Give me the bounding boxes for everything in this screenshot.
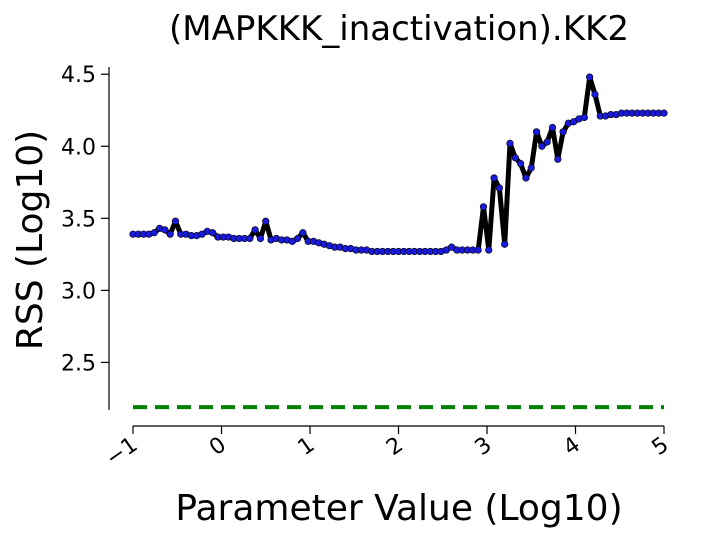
y-tick-label: 4.0 <box>61 135 96 160</box>
data-point <box>554 155 562 163</box>
data-point <box>262 217 270 225</box>
data-point <box>485 246 493 254</box>
data-point <box>586 73 594 81</box>
data-point <box>532 128 541 136</box>
data-point <box>660 109 668 117</box>
data-point <box>506 139 514 147</box>
y-ticks: 2.5 3.0 3.5 4.0 4.5 <box>61 63 109 376</box>
data-point <box>474 246 482 254</box>
data-point <box>299 229 307 237</box>
x-tick-label: 1 <box>294 432 320 461</box>
y-tick-label: 2.5 <box>61 351 96 376</box>
data-point <box>548 123 557 132</box>
data-point <box>161 226 169 234</box>
data-point <box>522 174 530 182</box>
data-point <box>171 217 180 225</box>
data-point <box>559 128 567 136</box>
data-point <box>251 226 259 234</box>
series-line <box>133 74 664 254</box>
data-point <box>511 154 519 162</box>
data-point <box>209 229 217 237</box>
x-axis-label: Parameter Value (Log10) <box>175 488 622 529</box>
x-tick-label: 5 <box>648 432 674 461</box>
y-tick-label: 3.0 <box>61 279 96 304</box>
data-point <box>591 90 599 98</box>
y-tick-label: 3.5 <box>61 207 96 232</box>
data-point <box>501 240 509 248</box>
data-point <box>256 234 265 243</box>
data-point <box>490 174 498 182</box>
data-point <box>527 164 535 172</box>
data-point <box>517 159 525 168</box>
data-point <box>150 229 158 237</box>
x-tick-label: −1 <box>102 432 143 471</box>
y-axis-label: RSS (Log10) <box>10 130 51 350</box>
chart-title: (MAPKKK_inactivation).KK2 <box>169 9 629 49</box>
series-markers <box>129 73 668 256</box>
x-tick-label: 2 <box>382 432 408 461</box>
data-point <box>543 138 551 146</box>
data-point <box>246 234 254 243</box>
y-tick-label: 4.5 <box>61 63 96 88</box>
data-point <box>538 142 546 150</box>
data-point <box>479 203 488 211</box>
data-point <box>580 113 588 122</box>
data-point <box>294 234 302 243</box>
data-point <box>495 184 503 192</box>
data-point <box>166 230 174 238</box>
x-tick-label: 4 <box>559 432 585 461</box>
x-tick-label: 0 <box>205 432 231 461</box>
x-tick-label: 3 <box>471 432 497 461</box>
x-ticks: −1 0 1 2 3 4 5 <box>102 426 674 472</box>
